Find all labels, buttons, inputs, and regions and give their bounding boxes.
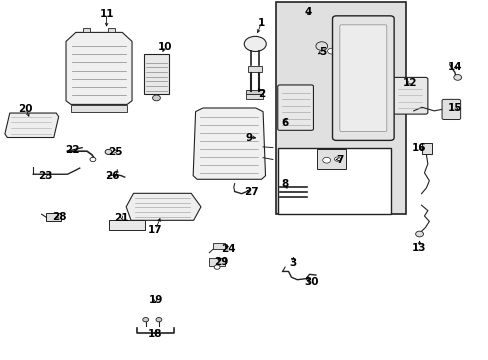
Circle shape: [453, 75, 461, 80]
Ellipse shape: [244, 36, 265, 51]
Text: 13: 13: [411, 243, 426, 253]
Text: 24: 24: [221, 244, 236, 254]
Text: 14: 14: [447, 62, 461, 72]
Text: 12: 12: [402, 78, 416, 88]
Polygon shape: [193, 108, 265, 179]
Circle shape: [156, 318, 162, 322]
Text: 28: 28: [52, 212, 67, 222]
Text: 11: 11: [99, 9, 114, 19]
Circle shape: [415, 231, 423, 237]
Text: 27: 27: [244, 186, 259, 197]
Text: 5: 5: [319, 47, 325, 57]
Bar: [246, 90, 263, 94]
Bar: [213, 243, 225, 249]
Circle shape: [152, 95, 160, 101]
Text: 18: 18: [148, 329, 163, 339]
Bar: [421, 143, 431, 154]
FancyBboxPatch shape: [441, 99, 460, 120]
Circle shape: [315, 42, 327, 50]
Text: 26: 26: [105, 171, 120, 181]
Bar: [246, 94, 263, 99]
Bar: [276, 2, 405, 214]
Polygon shape: [126, 193, 201, 220]
Bar: [107, 28, 115, 32]
Text: 2: 2: [258, 89, 264, 99]
Text: 23: 23: [38, 171, 52, 181]
FancyBboxPatch shape: [339, 25, 386, 131]
Text: 8: 8: [281, 179, 287, 189]
Text: 19: 19: [148, 294, 163, 305]
Bar: [248, 66, 262, 72]
Text: 29: 29: [213, 257, 228, 267]
Bar: [144, 54, 168, 94]
Circle shape: [105, 149, 112, 154]
FancyBboxPatch shape: [277, 85, 313, 130]
Text: 17: 17: [148, 225, 163, 235]
Bar: [316, 149, 346, 169]
Bar: [209, 258, 224, 266]
Text: 7: 7: [335, 155, 343, 165]
Text: 1: 1: [258, 18, 264, 28]
Bar: [108, 220, 145, 230]
Text: 15: 15: [447, 103, 461, 113]
Circle shape: [214, 265, 220, 269]
Circle shape: [337, 45, 346, 52]
Bar: [71, 105, 127, 112]
Text: 22: 22: [65, 145, 80, 156]
Bar: [46, 213, 61, 221]
Circle shape: [90, 157, 96, 162]
Bar: [83, 28, 90, 32]
Text: 3: 3: [289, 258, 296, 268]
Text: 20: 20: [18, 104, 33, 114]
Text: 25: 25: [107, 147, 122, 157]
Circle shape: [334, 157, 340, 161]
Text: 9: 9: [245, 132, 252, 143]
Text: 6: 6: [281, 118, 287, 128]
FancyBboxPatch shape: [332, 16, 393, 140]
FancyBboxPatch shape: [392, 77, 427, 114]
Circle shape: [322, 157, 330, 163]
Circle shape: [142, 318, 148, 322]
Text: 16: 16: [411, 143, 426, 153]
Text: 4: 4: [304, 6, 311, 17]
Text: 10: 10: [158, 42, 172, 52]
Polygon shape: [66, 32, 132, 104]
Bar: [277, 148, 390, 214]
Text: 30: 30: [304, 276, 319, 287]
Polygon shape: [5, 113, 59, 138]
Circle shape: [327, 48, 335, 54]
Text: 21: 21: [114, 213, 128, 223]
